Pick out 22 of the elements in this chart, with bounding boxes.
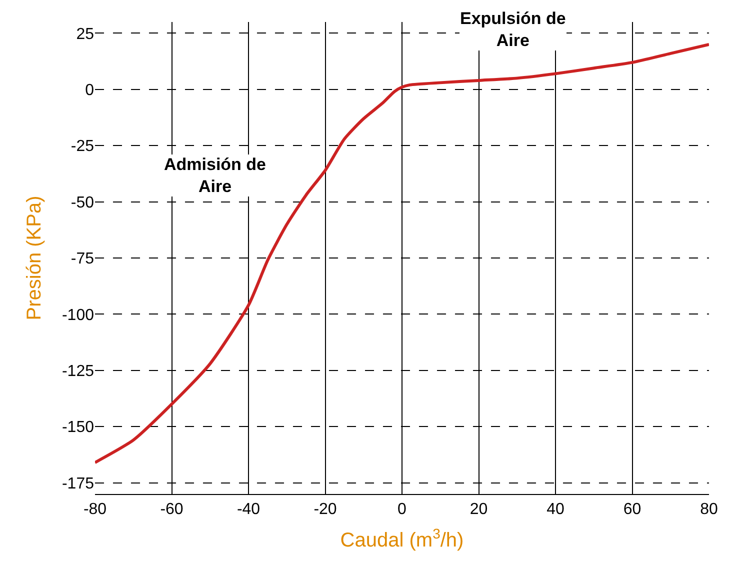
x-tick-label: -40 xyxy=(236,501,260,518)
x-tick-label: -60 xyxy=(160,501,184,518)
y-tick-label: 25 xyxy=(76,26,94,43)
x-axis-title: Caudal (m$^{3}$/h) xyxy=(340,525,464,552)
x-tick-label: 40 xyxy=(546,501,564,518)
y-tick-label: -100 xyxy=(62,306,94,324)
y-tick-label: -50 xyxy=(70,194,94,212)
x-tick-label: 0 xyxy=(398,501,407,518)
annotation: Expulsión de Aire xyxy=(460,9,566,50)
x-tick-label: 80 xyxy=(700,501,718,518)
y-tick-label: -75 xyxy=(70,250,94,268)
x-tick-label: 20 xyxy=(470,501,488,518)
x-tick-label: 60 xyxy=(623,501,642,518)
y-tick-label: -25 xyxy=(70,138,94,156)
y-tick-label: -150 xyxy=(62,419,94,436)
y-tick-label: -125 xyxy=(62,362,94,380)
x-tick-label: -20 xyxy=(314,501,337,518)
y-tick-label: -175 xyxy=(62,475,94,492)
y-tick-label: 0 xyxy=(85,82,94,100)
y-axis-title: Presión (KPa) xyxy=(23,196,46,320)
x-tick-label: -80 xyxy=(83,501,107,518)
annotation: Admisión de Aire xyxy=(164,155,266,196)
